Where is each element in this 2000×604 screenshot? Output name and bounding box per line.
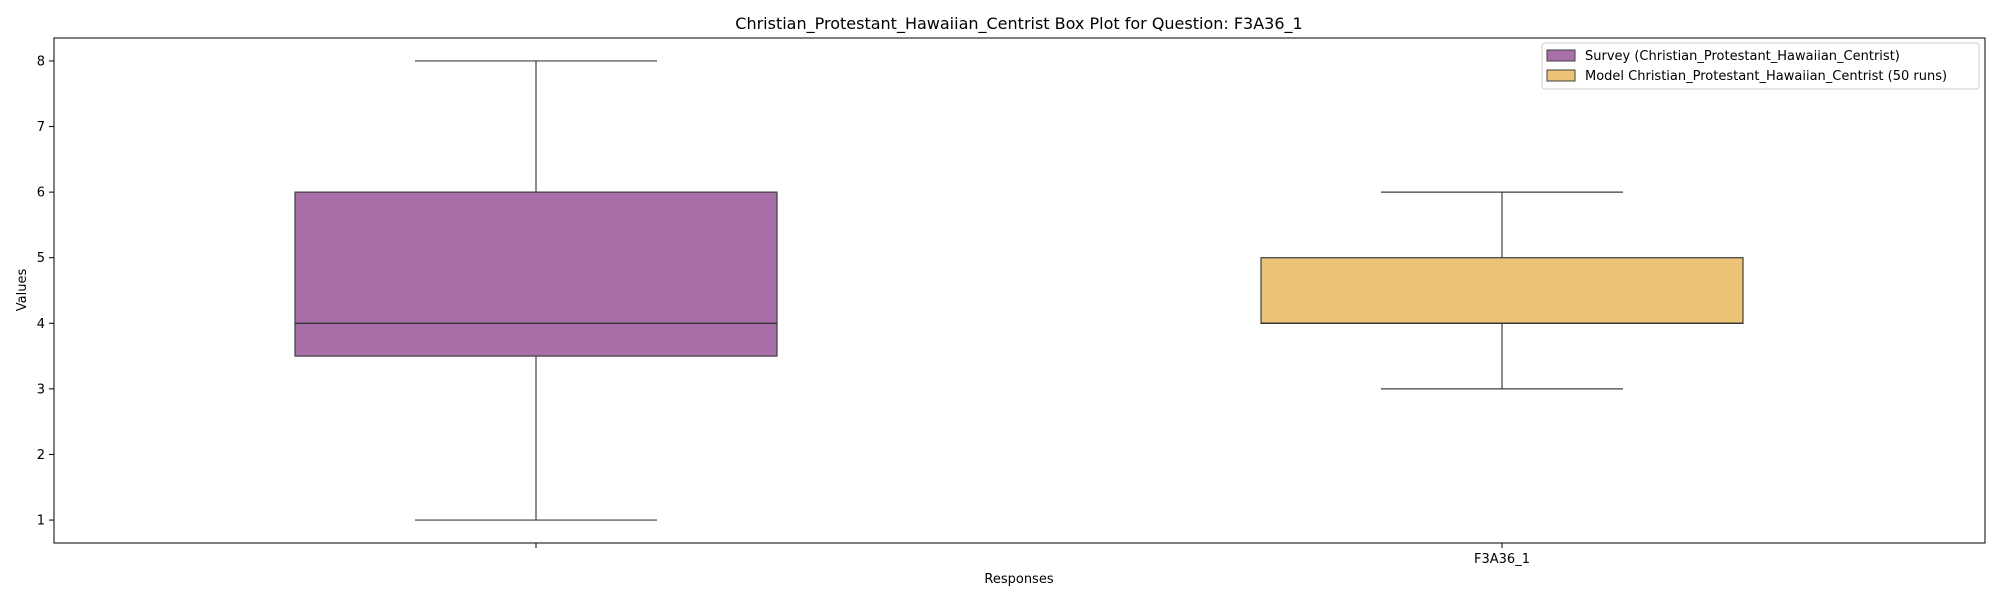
y-tick-label: 8 [37, 54, 45, 69]
legend-swatch [1546, 69, 1576, 82]
chart-title: Christian_Protestant_Hawaiian_Centrist B… [735, 14, 1302, 34]
x-axis-label: Responses [984, 572, 1053, 587]
box-group [294, 60, 778, 521]
y-tick-label: 5 [37, 251, 45, 266]
y-axis-label: Values [15, 269, 30, 312]
y-tick-label: 7 [37, 120, 45, 135]
box-series [294, 60, 1744, 521]
x-tick-label: F3A36_1 [1474, 552, 1530, 567]
y-tick-label: 1 [37, 514, 45, 529]
y-tick-label: 4 [37, 317, 45, 332]
y-tick-label: 2 [37, 448, 45, 463]
y-tick-label: 3 [37, 382, 45, 397]
legend-frame [1541, 42, 1980, 90]
y-tick-label: 6 [37, 186, 45, 201]
box-iqr [1260, 257, 1744, 324]
legend-label: Model Christian_Protestant_Hawaiian_Cent… [1585, 69, 1947, 84]
box-group [1260, 191, 1744, 390]
legend-swatch [1546, 49, 1576, 62]
x-axis: F3A36_1 [535, 543, 1530, 567]
legend: Survey (Christian_Protestant_Hawaiian_Ce… [1541, 42, 1980, 90]
legend-label: Survey (Christian_Protestant_Hawaiian_Ce… [1585, 49, 1900, 64]
y-axis: 1 2 3 4 5 6 7 8 [37, 54, 54, 529]
box-iqr [294, 191, 778, 357]
plot-frame [53, 37, 1986, 544]
